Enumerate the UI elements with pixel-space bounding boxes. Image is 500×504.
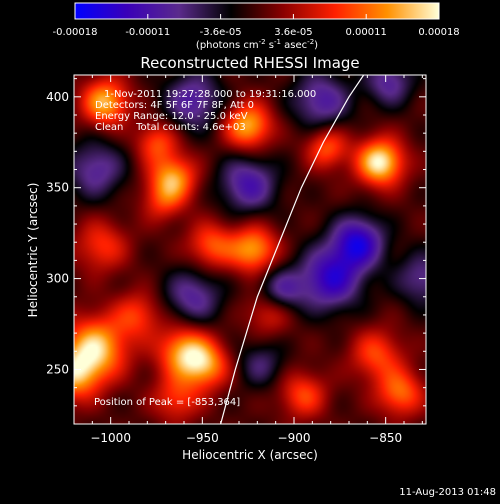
observation-info: 1-Nov-2011 19:27:28.000 to 19:31:16.000 … xyxy=(95,89,316,133)
time-range-annotation: 1-Nov-2011 19:27:28.000 to 19:31:16.000 xyxy=(104,89,316,100)
colorbar-tick-label: 0.00018 xyxy=(418,27,459,38)
x-axis: −1000 −950 −900 −850 xyxy=(73,75,423,445)
solar-limb-line xyxy=(220,75,365,424)
y-tick-label: 250 xyxy=(46,362,69,376)
colorbar-tick-label: 0.00011 xyxy=(346,27,387,38)
colorbar-gradient xyxy=(74,2,440,20)
detectors-annotation: Detectors: 4F 5F 6F 7F 8F, Att 0 xyxy=(95,100,254,111)
x-axis-label: Heliocentric X (arcsec) xyxy=(182,448,318,462)
colorbar-tick-label: -3.6e-05 xyxy=(200,27,242,38)
chart-title: Reconstructed RHESSI Image xyxy=(140,54,359,72)
colorbar-tick-label: -0.00018 xyxy=(53,27,98,38)
colorbar-tick-label: -0.00011 xyxy=(125,27,170,38)
x-tick-label: −950 xyxy=(186,431,219,445)
colorbar: -0.00018 -0.00011 -3.6e-05 3.6e-05 0.00011 0.… xyxy=(53,2,460,51)
y-axis: 250 300 350 400 xyxy=(46,78,426,407)
colorbar-ticks xyxy=(74,14,440,19)
footer-timestamp: 11-Aug-2013 01:48 xyxy=(399,487,496,498)
colorbar-unit: (photons cm-2 s-1 asec-2) xyxy=(196,38,318,51)
y-axis-label: Heliocentric Y (arcsec) xyxy=(26,183,40,318)
colorbar-tick-labels: -0.00018 -0.00011 -3.6e-05 3.6e-05 0.00011 0.… xyxy=(53,27,460,38)
y-tick-label: 350 xyxy=(46,181,69,195)
x-tick-label: −900 xyxy=(278,431,311,445)
energy-range-annotation: Energy Range: 12.0 - 25.0 keV xyxy=(95,111,248,122)
heatmap-image xyxy=(74,75,426,424)
x-tick-label: −1000 xyxy=(90,431,131,445)
y-tick-label: 400 xyxy=(46,90,69,104)
y-tick-label: 300 xyxy=(46,272,69,286)
peak-position-annotation: Position of Peak = [-853,364] xyxy=(94,397,240,408)
plot-frame xyxy=(73,74,427,425)
clean-counts-annotation: Clean Total counts: 4.6e+03 xyxy=(95,122,246,133)
x-tick-label: −850 xyxy=(369,431,402,445)
colorbar-tick-label: 3.6e-05 xyxy=(274,27,312,38)
